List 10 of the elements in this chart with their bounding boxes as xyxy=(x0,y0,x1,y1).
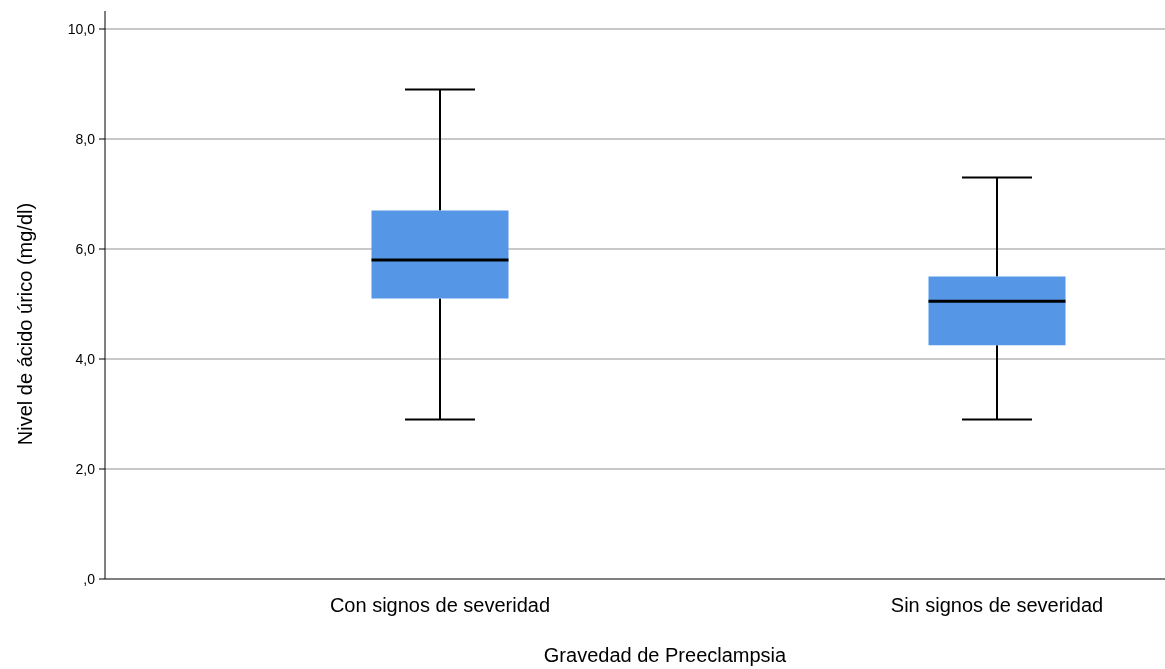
y-tick-label: ,0 xyxy=(83,570,96,587)
y-tick-label: 8,0 xyxy=(75,130,96,147)
y-axis-title: Nivel de ácido úrico (mg/dl) xyxy=(14,202,36,446)
x-axis-title: Gravedad de Preeclampsia xyxy=(543,644,788,666)
y-tick-label: 2,0 xyxy=(75,460,96,477)
y-tick-label: 6,0 xyxy=(75,240,96,257)
x-tick-label: Sin signos de severidad xyxy=(890,594,1104,616)
y-tick-label: 10,0 xyxy=(67,20,96,37)
y-tick-label: 4,0 xyxy=(75,350,96,367)
x-tick-label: Con signos de severidad xyxy=(329,594,551,616)
